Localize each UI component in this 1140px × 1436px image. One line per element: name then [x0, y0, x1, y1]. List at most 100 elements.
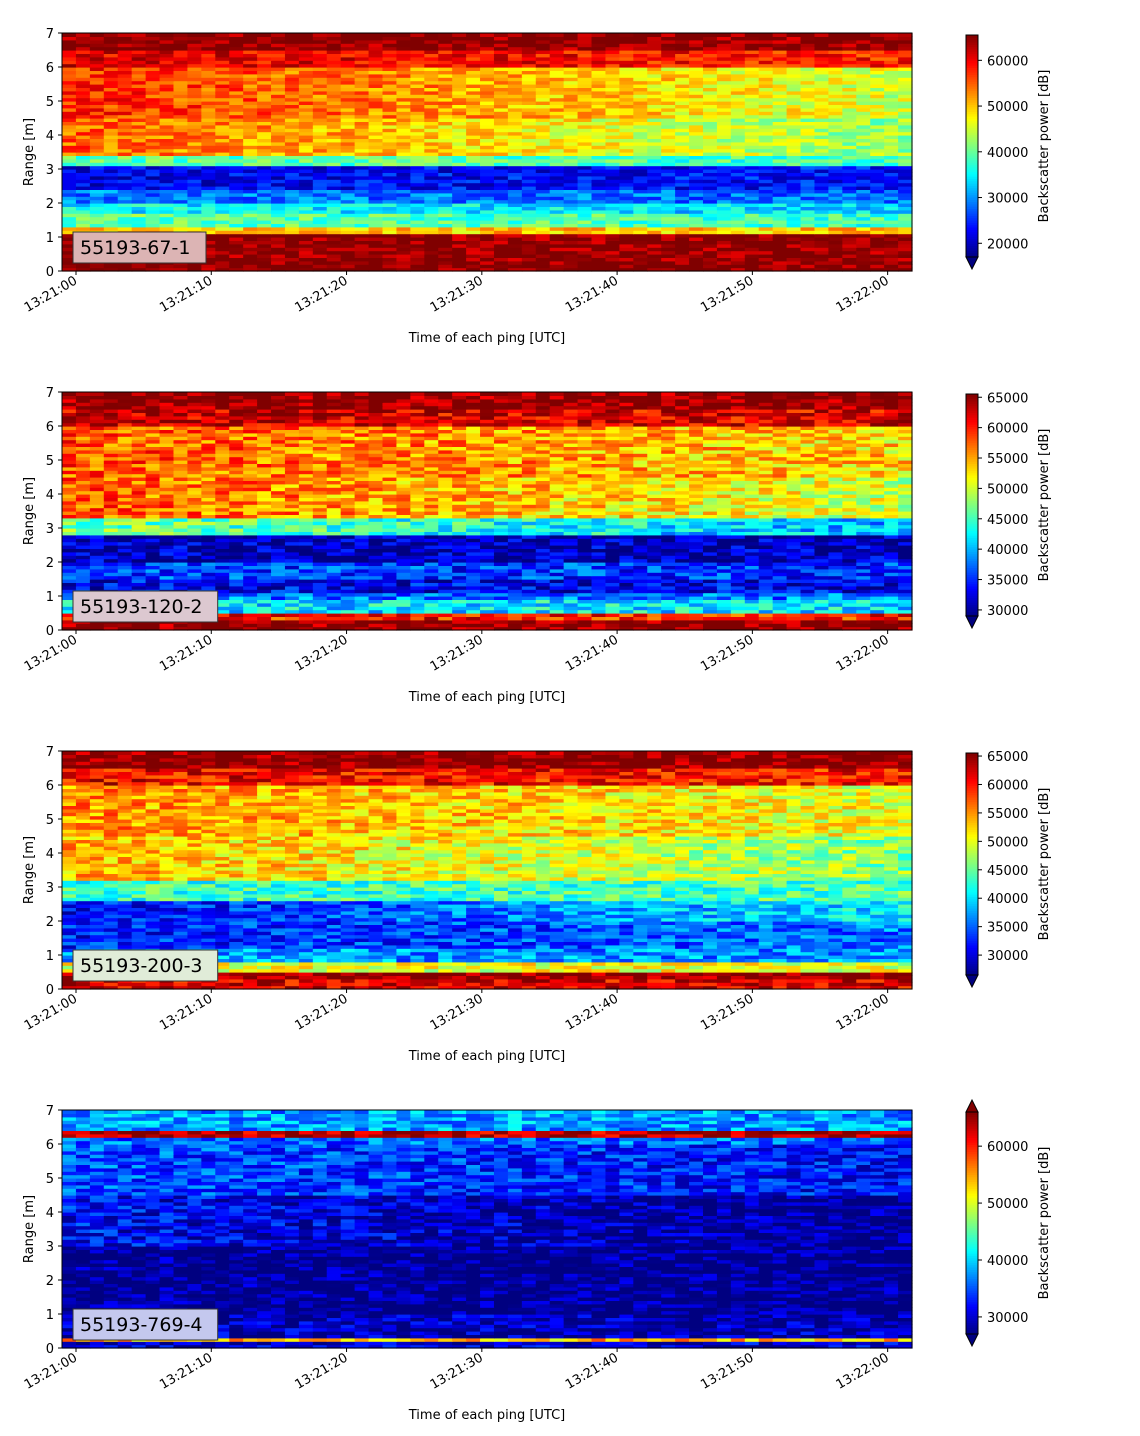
heatmap-cell	[786, 165, 802, 170]
heatmap-cell	[298, 33, 314, 37]
heatmap-cell	[800, 247, 816, 252]
heatmap-cell	[257, 247, 272, 252]
heatmap-cell	[145, 179, 161, 184]
heatmap-cell	[730, 182, 746, 187]
heatmap-cell	[131, 267, 147, 272]
heatmap-cell	[744, 220, 760, 224]
heatmap-cell	[382, 165, 398, 170]
heatmap-cell	[647, 220, 662, 224]
x-tick-label: 13:21:40	[563, 273, 621, 315]
heatmap-cell	[716, 247, 732, 252]
heatmap-cell	[438, 260, 453, 265]
heatmap-cell	[326, 237, 342, 241]
heatmap-cell	[507, 250, 523, 255]
heatmap-cell	[229, 128, 244, 133]
heatmap-cell	[466, 152, 481, 156]
heatmap-cell	[744, 135, 760, 139]
heatmap-cell	[591, 203, 607, 207]
heatmap-cell	[438, 243, 453, 248]
heatmap-cell	[131, 33, 147, 37]
heatmap-cell	[772, 189, 788, 194]
heatmap-cell	[870, 148, 885, 153]
heatmap-cell	[633, 172, 648, 177]
heatmap-cell	[786, 172, 802, 177]
heatmap-cell	[368, 254, 384, 258]
heatmap-cell	[229, 237, 244, 241]
heatmap-cell	[675, 237, 690, 241]
heatmap-cell	[466, 203, 481, 207]
heatmap-cell	[577, 145, 593, 150]
heatmap-cell	[605, 220, 620, 224]
heatmap-cell	[452, 104, 467, 109]
heatmap-cell	[563, 264, 579, 269]
heatmap-cell	[243, 240, 258, 245]
heatmap-cell	[438, 206, 453, 211]
heatmap-cell	[145, 172, 161, 177]
heatmap-cell	[354, 182, 370, 187]
heatmap-cell	[215, 94, 230, 99]
heatmap-cell	[744, 230, 760, 235]
heatmap-cell	[591, 118, 607, 122]
heatmap-cell	[884, 162, 899, 167]
heatmap-cell	[284, 264, 300, 269]
heatmap-cell	[507, 97, 523, 102]
heatmap-cell	[229, 196, 244, 201]
heatmap-cell	[89, 175, 105, 180]
heatmap-cell	[229, 141, 244, 146]
heatmap-cell	[716, 33, 732, 37]
heatmap-cell	[605, 237, 620, 241]
heatmap-cell	[382, 250, 398, 255]
heatmap-cell	[842, 155, 857, 160]
heatmap-cell	[493, 111, 509, 116]
heatmap-cell	[396, 223, 411, 228]
heatmap-cell	[507, 152, 523, 156]
heatmap-cell	[577, 206, 593, 211]
heatmap-cell	[814, 220, 829, 224]
colorbar-tick-label: 50000	[987, 100, 1028, 115]
heatmap-cell	[424, 247, 439, 252]
heatmap-cell	[758, 216, 774, 221]
heatmap-cell	[619, 141, 634, 146]
heatmap-cell	[549, 264, 565, 269]
heatmap-cell	[340, 107, 356, 112]
heatmap-cell	[326, 124, 342, 129]
heatmap-cell	[452, 240, 467, 245]
heatmap-cell	[786, 203, 802, 207]
heatmap-cell	[173, 209, 189, 214]
heatmap-cell	[396, 114, 411, 119]
heatmap-cell	[563, 114, 579, 119]
heatmap-cell	[62, 226, 77, 231]
heatmap-cell	[229, 247, 244, 252]
heatmap-cell	[340, 192, 356, 197]
heatmap-cell	[62, 148, 77, 153]
heatmap-cell	[243, 264, 258, 269]
heatmap-cell	[257, 257, 272, 262]
x-tick-label: 13:21:30	[428, 273, 486, 315]
heatmap-cell	[131, 189, 147, 194]
heatmap-cell	[466, 233, 481, 238]
heatmap-cell	[633, 254, 648, 258]
heatmap-cell	[312, 206, 328, 211]
heatmap-cell	[814, 240, 829, 245]
heatmap-cell	[828, 145, 843, 150]
heatmap-cell	[563, 148, 579, 153]
heatmap-cell	[619, 189, 634, 194]
heatmap-cell	[828, 189, 843, 194]
heatmap-cell	[187, 196, 202, 201]
heatmap-cell	[354, 223, 370, 228]
heatmap-cell	[800, 189, 816, 194]
heatmap-cell	[814, 128, 829, 133]
heatmap-cell	[103, 128, 119, 133]
heatmap-cell	[466, 33, 481, 37]
heatmap-cell	[702, 162, 718, 167]
heatmap-cell	[758, 158, 774, 163]
heatmap-cell	[647, 175, 662, 180]
heatmap-cell	[689, 107, 704, 112]
heatmap-cell	[633, 101, 648, 105]
heatmap-cell	[521, 152, 537, 156]
heatmap-cell	[507, 257, 523, 262]
heatmap-cell	[117, 165, 133, 170]
heatmap-cell	[382, 182, 398, 187]
heatmap-cell	[117, 196, 133, 201]
heatmap-cell	[856, 247, 871, 252]
